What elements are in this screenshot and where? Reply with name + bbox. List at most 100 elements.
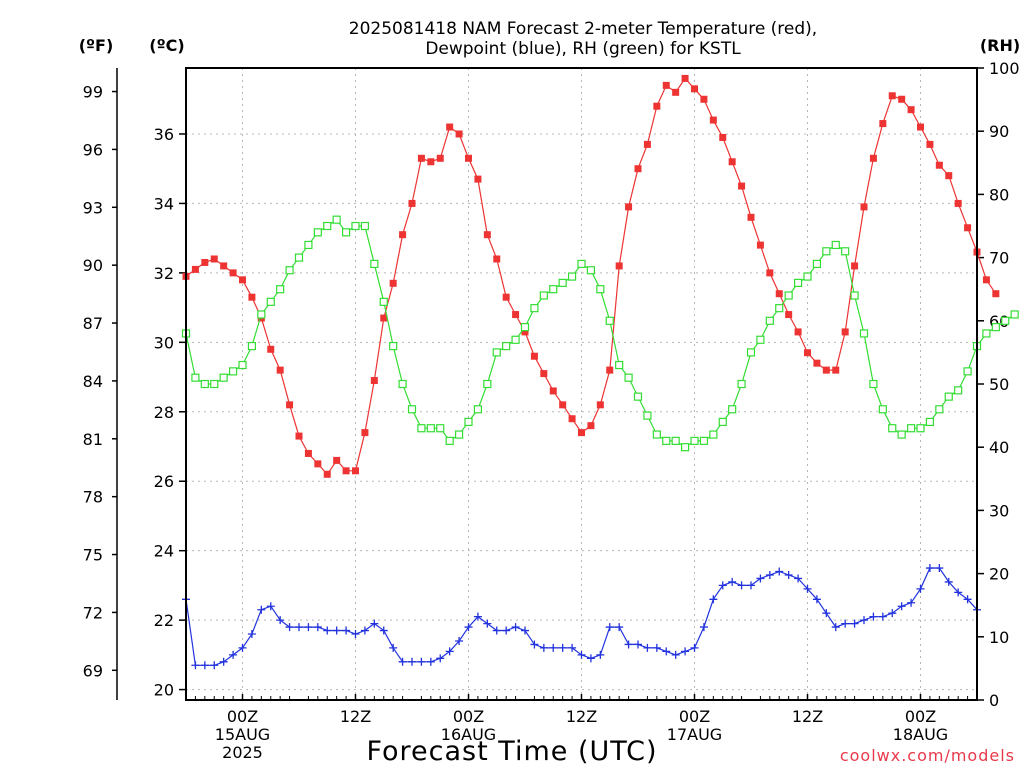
rh-point — [417, 424, 426, 433]
temperature-point — [954, 199, 962, 207]
dewpoint-series — [182, 564, 981, 670]
temperature-point — [417, 154, 425, 162]
rh-point — [191, 373, 200, 382]
temperature-point — [361, 429, 369, 437]
fahrenheit-tick-label: 75 — [83, 546, 103, 565]
rh-point — [615, 360, 624, 370]
dewpoint-point — [445, 647, 454, 656]
temperature-point — [502, 293, 510, 301]
dewpoint-point — [709, 595, 718, 604]
dewpoint-point — [662, 647, 671, 656]
time-tick-label: 00Z — [905, 707, 936, 726]
temperature-point — [380, 314, 388, 322]
rh-point — [652, 430, 661, 439]
rh-point — [304, 240, 313, 250]
temperature-point — [399, 231, 407, 239]
temperature-point — [559, 401, 567, 409]
celsius-tick-label: 26 — [154, 472, 174, 491]
dewpoint-point — [417, 657, 426, 666]
rh-point — [247, 341, 257, 351]
dewpoint-point — [963, 595, 972, 604]
rh-point — [454, 430, 464, 439]
temperature-point — [935, 161, 943, 169]
rh-point — [464, 417, 473, 427]
dewpoint-point — [869, 612, 878, 621]
rh-point — [888, 424, 897, 433]
dewpoint-point — [954, 588, 963, 597]
dewpoint-point — [323, 626, 332, 635]
dewpoint-point — [521, 626, 529, 635]
rh-point — [784, 291, 793, 300]
fahrenheit-tick-label: 69 — [83, 661, 103, 680]
rh-point — [586, 266, 596, 275]
temperature-point — [728, 158, 736, 166]
temperature-point — [719, 133, 727, 141]
plot-frame — [185, 67, 978, 701]
rh-point — [360, 221, 370, 231]
temperature-point — [888, 92, 896, 100]
dewpoint-point — [257, 605, 266, 614]
rh-point — [483, 379, 492, 389]
temperature-point — [286, 401, 294, 409]
temperature-point — [389, 279, 397, 287]
temperature-point — [785, 311, 793, 319]
rh-tick-label: 20 — [989, 565, 1009, 584]
temperature-point — [493, 255, 501, 263]
rh-point — [596, 285, 605, 294]
fahrenheit-tick-label: 81 — [83, 430, 103, 449]
dewpoint-point — [549, 643, 558, 652]
rh-point — [633, 392, 643, 401]
temperature-point — [879, 120, 887, 128]
rh-point — [850, 291, 859, 300]
temperature-point — [530, 352, 538, 360]
temperature-point — [832, 366, 840, 374]
temperature-point — [267, 345, 275, 353]
rh-point — [313, 228, 322, 237]
temperature-point — [672, 88, 680, 96]
dewpoint-point — [634, 640, 642, 649]
rh-point — [332, 215, 341, 224]
rh-tick-label: 90 — [989, 122, 1009, 141]
rh-point — [520, 323, 530, 332]
fahrenheit-tick-label: 99 — [83, 83, 103, 102]
rh-unit-label: (RH) — [980, 36, 1020, 55]
temperature-point — [446, 123, 454, 131]
rh-point — [285, 266, 294, 275]
dewpoint-point — [831, 623, 840, 632]
fahrenheit-tick-label: 72 — [83, 603, 103, 622]
rh-point — [276, 285, 285, 294]
dewpoint-point — [332, 626, 341, 635]
chart-title-line-1: 2025081418 NAM Forecast 2-meter Temperat… — [349, 19, 817, 39]
dewpoint-point — [511, 623, 520, 632]
temperature-point — [681, 74, 689, 82]
temperature-line — [185, 77, 997, 476]
celsius-tick-label: 28 — [154, 403, 174, 422]
time-tick-label: 12Z — [566, 707, 597, 726]
temperature-point — [370, 377, 378, 385]
dewpoint-point — [229, 650, 238, 659]
dewpoint-point — [841, 619, 850, 628]
dewpoint-point — [822, 609, 831, 618]
celsius-tick-label: 22 — [154, 611, 174, 630]
rh-point — [690, 436, 699, 445]
rh-point — [257, 310, 266, 319]
temperature-point — [794, 328, 802, 336]
rh-point — [746, 348, 756, 357]
rh-point — [935, 405, 944, 414]
dewpoint-point — [878, 612, 887, 621]
temperature-point — [964, 224, 972, 232]
rh-point — [756, 335, 765, 344]
rh-point — [1010, 310, 1019, 319]
rh-point — [539, 291, 548, 300]
dewpoint-point — [370, 619, 379, 628]
dewpoint-point — [360, 626, 369, 635]
rh-point — [662, 436, 671, 445]
time-tick-label: 12Z — [340, 707, 371, 726]
temperature-point — [756, 241, 764, 249]
temperature-point — [625, 203, 633, 211]
celsius-tick-label: 36 — [154, 125, 174, 144]
temperature-point — [662, 81, 670, 89]
dewpoint-point — [351, 630, 360, 639]
dewpoint-point — [586, 654, 595, 663]
